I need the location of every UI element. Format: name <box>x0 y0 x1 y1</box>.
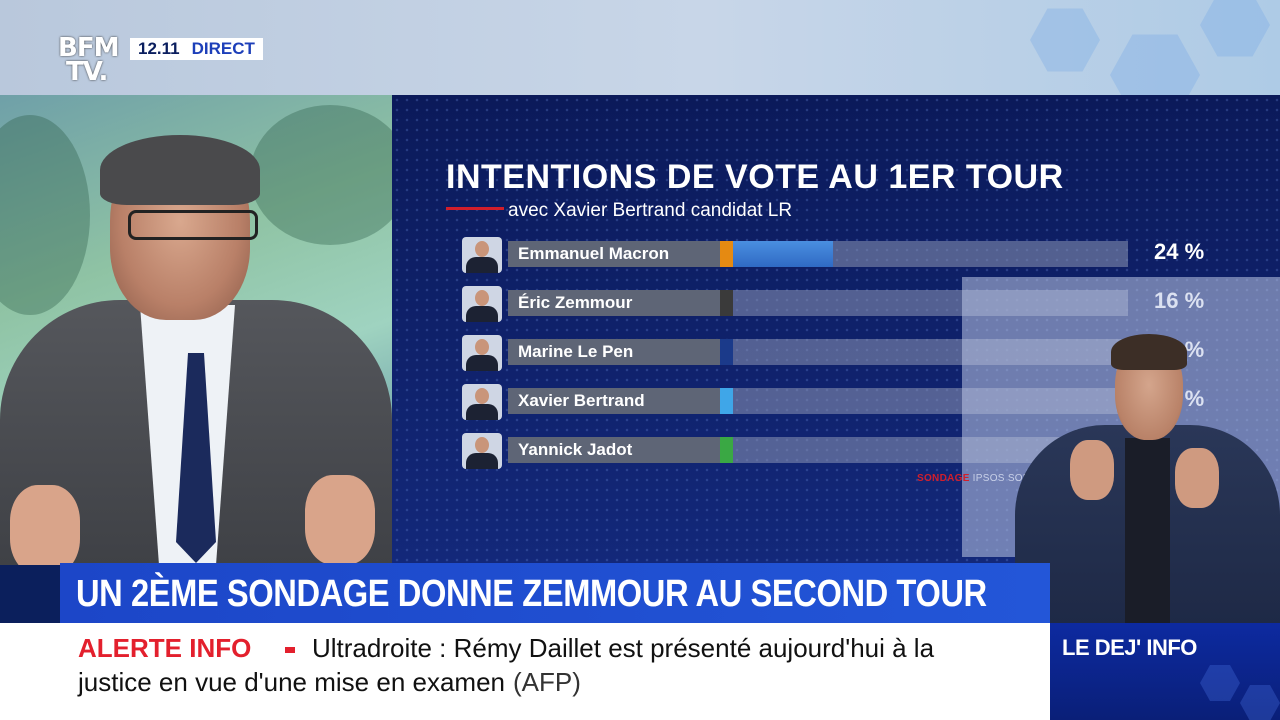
anchor-glasses <box>128 210 258 240</box>
party-color-marker <box>720 290 733 316</box>
party-color-marker <box>720 241 733 267</box>
anchor-left-hand <box>10 485 80 565</box>
bar-track: Emmanuel Macron <box>508 241 1128 267</box>
candidate-name-segment: Emmanuel Macron <box>508 241 720 267</box>
show-badge: LE DEJ' INFO <box>1050 623 1280 720</box>
hexagon-decoration <box>1200 665 1240 701</box>
anchor-hair <box>100 135 260 205</box>
candidate-photo <box>462 433 502 469</box>
sign-language-interpreter <box>1015 320 1280 625</box>
party-color-marker <box>720 437 733 463</box>
source-text: IPSOS SOPRA ... <box>972 473 1057 484</box>
clock-time: 12.11 <box>138 39 180 58</box>
headline-banner: UN 2ÈME SONDAGE DONNE ZEMMOUR AU SECOND … <box>60 563 1050 623</box>
candidate-name: Yannick Jadot <box>518 440 633 459</box>
logo-line-2: TV. <box>66 57 108 87</box>
map-shape <box>250 105 392 245</box>
interpreter-left-hand <box>1070 440 1114 500</box>
hexagon-decoration <box>1110 34 1200 95</box>
live-label: DIRECT <box>191 39 255 58</box>
alert-text-line-1: Ultradroite : Rémy Daillet est présenté … <box>312 633 935 663</box>
candidate-name-segment: Xavier Bertrand <box>508 388 720 414</box>
hexagon-decoration <box>1030 8 1100 72</box>
candidate-photo <box>462 237 502 273</box>
interpreter-shirt <box>1125 438 1170 625</box>
vote-bar <box>733 241 833 267</box>
alert-text-line-2-body: justice en vue d'une mise en examen <box>78 667 505 697</box>
candidate-name: Éric Zemmour <box>518 293 633 312</box>
map-shape <box>0 115 90 315</box>
candidate-name: Marine Le Pen <box>518 342 634 361</box>
candidate-photo <box>462 384 502 420</box>
top-bar: BFM TV. 12.11 DIRECT <box>0 0 1280 95</box>
candidate-name-segment: Marine Le Pen <box>508 339 720 365</box>
headline-text: UN 2ÈME SONDAGE DONNE ZEMMOUR AU SECOND … <box>76 573 987 615</box>
candidate-name-segment: Yannick Jadot <box>508 437 720 463</box>
interpreter-right-hand <box>1175 448 1219 508</box>
news-ticker: ALERTE INFO Ultradroite : Rémy Daillet e… <box>0 623 1050 720</box>
party-color-marker <box>720 339 733 365</box>
alert-separator <box>285 647 295 653</box>
alert-text-line-2: justice en vue d'une mise en examen (AFP) <box>78 667 581 698</box>
candidate-photo <box>462 335 502 371</box>
interpreter-hair <box>1111 334 1187 370</box>
candidate-name: Xavier Bertrand <box>518 391 645 410</box>
party-color-marker <box>720 388 733 414</box>
poll-title: INTENTIONS DE VOTE AU 1ER TOUR <box>446 158 1064 196</box>
candidate-name: Emmanuel Macron <box>518 244 670 263</box>
channel-logo: BFM TV. <box>58 33 119 87</box>
source-label: SONDAGE <box>917 473 970 484</box>
alert-source: (AFP) <box>513 667 581 697</box>
poll-subtitle: avec Xavier Bertrand candidat LR <box>508 200 793 221</box>
candidate-name-segment: Éric Zemmour <box>508 290 720 316</box>
anchor-right-hand <box>305 475 375 565</box>
subtitle-accent-line <box>446 207 504 210</box>
hexagon-decoration <box>1200 0 1270 57</box>
alert-label: ALERTE INFO <box>78 633 252 663</box>
candidate-photo <box>462 286 502 322</box>
poll-source: SONDAGE IPSOS SOPRA ... <box>917 473 1056 484</box>
studio-background <box>0 95 392 565</box>
time-badge: 12.11 DIRECT <box>130 38 263 60</box>
vote-percentage: 24 % <box>1154 239 1205 264</box>
show-name: LE DEJ' INFO <box>1062 635 1197 660</box>
hexagon-decoration <box>1240 685 1280 720</box>
logo-line-1: BFM <box>58 33 119 63</box>
